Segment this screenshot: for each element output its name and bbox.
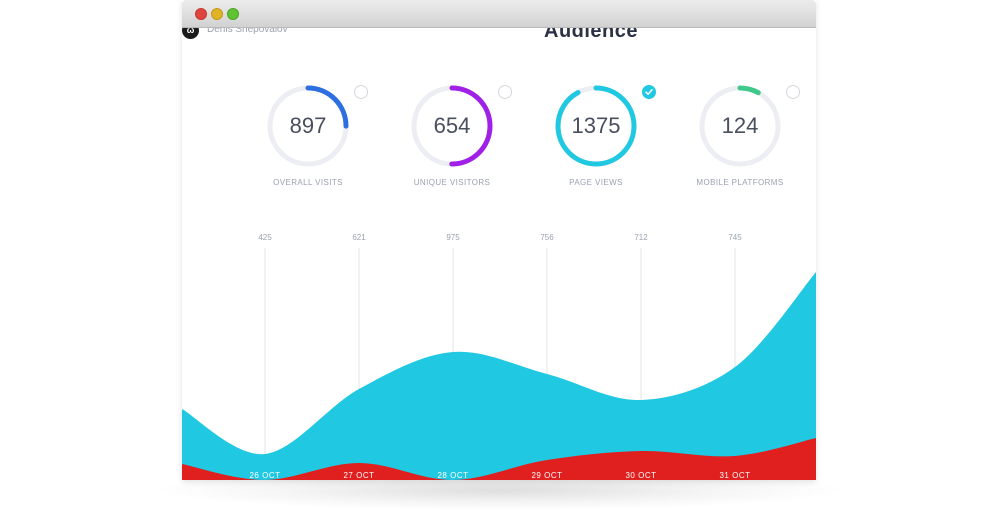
close-window-button[interactable] [195, 8, 207, 20]
progress-ring [555, 85, 637, 167]
select-radio[interactable] [786, 85, 800, 99]
progress-ring [267, 85, 349, 167]
x-axis-label: 26 OCT [249, 471, 280, 480]
stat-value: 897 [289, 113, 327, 138]
stat-page-views[interactable]: 1375 PAGE VIEWS [521, 84, 671, 194]
title-bar[interactable] [182, 0, 816, 28]
audience-area-chart: 425 621 975 756 712 745 26 OCT 27 OCT 28 OCT 29 … [182, 233, 816, 480]
top-value-label: 425 [258, 233, 272, 242]
progress-arc [411, 85, 493, 167]
x-axis-label: 31 OCT [719, 471, 750, 480]
stat-unique-visitors[interactable]: 654 UNIQUE VISITORS [377, 84, 527, 194]
progress-arc [267, 85, 349, 167]
x-axis-label: 27 OCT [343, 471, 374, 480]
stat-overall-visits[interactable]: 897 OVERALL VISITS [233, 84, 383, 194]
top-value-label: 756 [540, 233, 554, 242]
progress-arc [699, 85, 781, 167]
top-value-label: 621 [352, 233, 366, 242]
stat-value: 654 [433, 113, 471, 138]
series-area-secondary [182, 438, 816, 480]
stat-label: OVERALL VISITS [273, 178, 343, 187]
x-axis-label: 29 OCT [531, 471, 562, 480]
select-radio[interactable] [354, 85, 368, 99]
top-value-label: 712 [634, 233, 648, 242]
x-axis-labels: 26 OCT 27 OCT 28 OCT 29 OCT 30 OCT 31 OCT [249, 471, 750, 480]
author-name: Denis Shepovalov [207, 24, 288, 35]
top-value-label: 745 [728, 233, 742, 242]
stat-value: 124 [721, 113, 759, 138]
select-radio[interactable] [498, 85, 512, 99]
progress-ring [411, 85, 493, 167]
check-icon [645, 89, 653, 95]
progress-ring [699, 85, 781, 167]
x-axis-label: 28 OCT [437, 471, 468, 480]
minimize-window-button[interactable] [211, 8, 223, 20]
stat-value: 1375 [571, 113, 621, 138]
stat-mobile-platforms[interactable]: 124 MOBILE PLATFORMS [665, 84, 815, 194]
x-axis-label: 30 OCT [625, 471, 656, 480]
progress-arc [555, 85, 637, 167]
top-value-label: 975 [446, 233, 460, 242]
series-area-page-views [182, 272, 816, 480]
stat-label: UNIQUE VISITORS [413, 178, 491, 187]
app-window: ω Denis Shepovalov Audience 897 OVERALL … [182, 0, 816, 480]
maximize-window-button[interactable] [227, 8, 239, 20]
top-value-labels: 425 621 975 756 712 745 [258, 233, 742, 242]
stat-label: MOBILE PLATFORMS [696, 178, 784, 187]
select-radio[interactable] [642, 85, 656, 99]
stat-label: PAGE VIEWS [569, 178, 623, 187]
